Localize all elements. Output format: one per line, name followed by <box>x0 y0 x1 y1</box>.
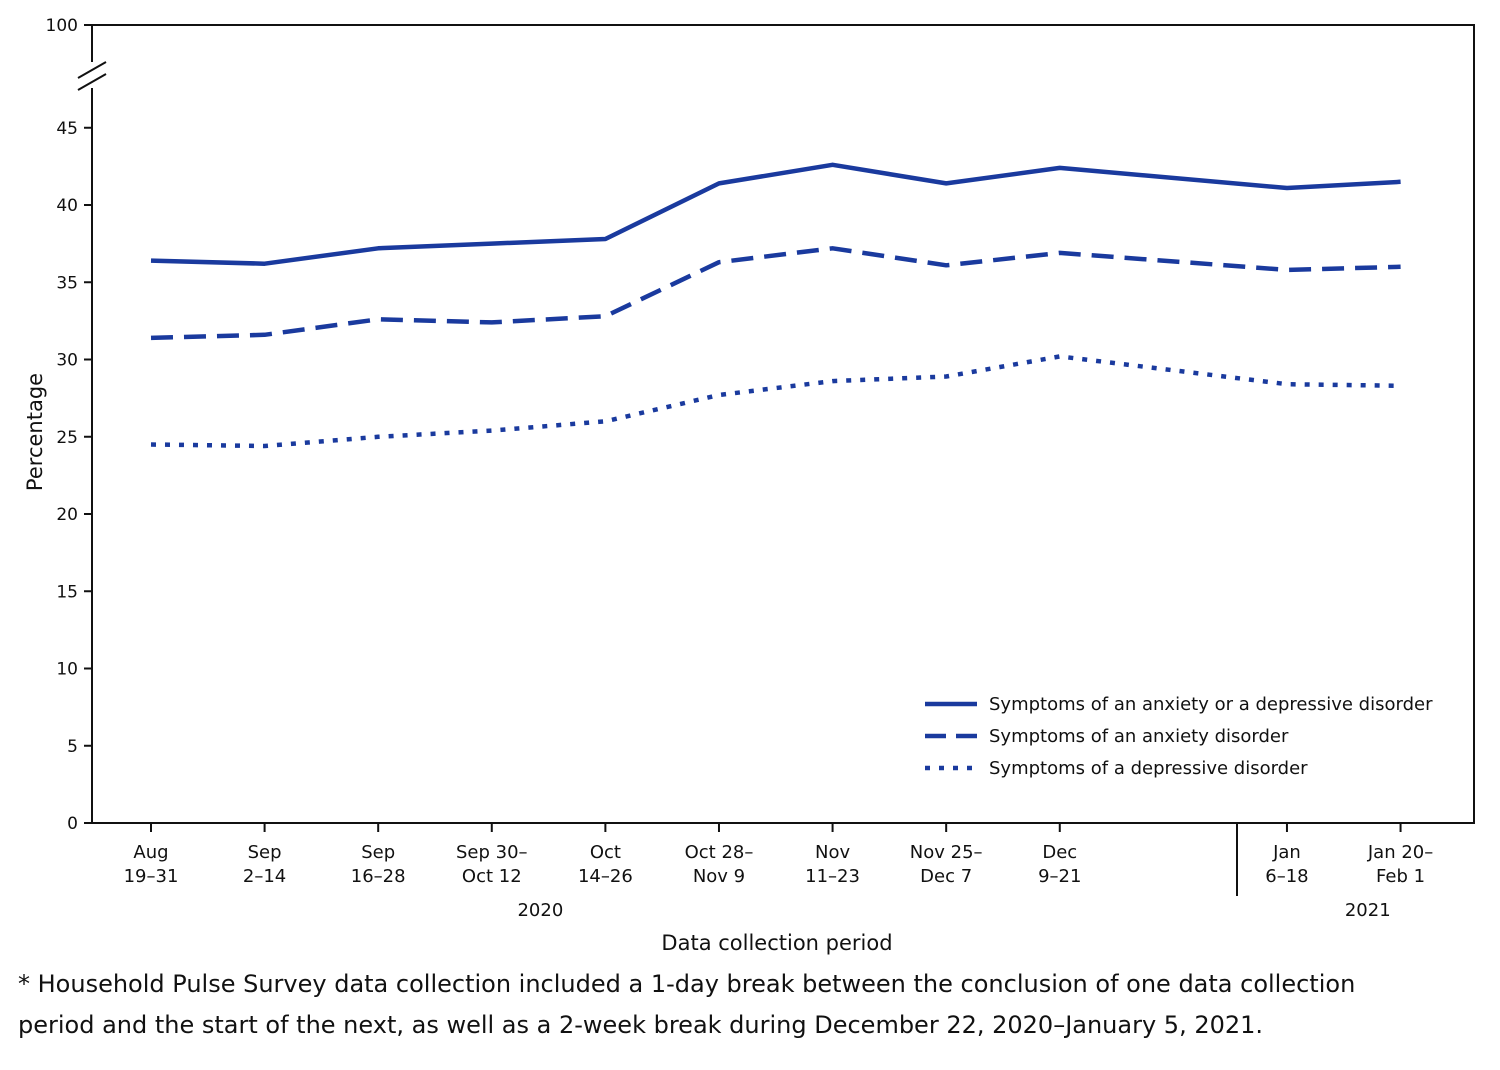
year-label: 2021 <box>1345 900 1391 921</box>
series-line-1 <box>150 162 1401 266</box>
legend: Symptoms of an anxiety or a depressive d… <box>925 694 1433 779</box>
legend-label-3: Symptoms of a depressive disorder <box>989 758 1308 779</box>
series-lines <box>150 162 1401 449</box>
legend-label-1: Symptoms of an anxiety or a depressive d… <box>989 694 1433 715</box>
x-tick-label: 6–18 <box>1265 866 1308 887</box>
y-tick-label: 35 <box>56 273 78 293</box>
legend-label-2: Symptoms of an anxiety disorder <box>989 726 1289 747</box>
y-tick-label: 40 <box>56 196 78 216</box>
x-tick-label: Oct 28– <box>685 842 754 863</box>
y-axis: 0 5 10 15 20 25 30 35 40 45 100 <box>46 16 92 834</box>
x-tick-label: Aug <box>133 842 168 863</box>
x-tick-label: Sep 30– <box>456 842 528 863</box>
y-tick-label: 45 <box>56 119 78 139</box>
y-tick-label: 15 <box>56 582 78 602</box>
x-tick-label: Oct 12 <box>462 866 522 887</box>
y-tick-label: 5 <box>67 737 78 757</box>
x-tick-label: Oct <box>590 842 621 863</box>
x-tick-label: Jan <box>1272 842 1301 863</box>
footnote-line-2: period and the start of the next, as wel… <box>18 1011 1264 1039</box>
y-tick-label: 20 <box>56 505 78 525</box>
y-tick-label: 0 <box>67 814 78 834</box>
x-axis-title: Data collection period <box>661 931 892 955</box>
x-tick-label: Nov 25– <box>910 842 983 863</box>
x-tick-label: Sep <box>248 842 282 863</box>
x-tick-label: 11–23 <box>805 866 860 887</box>
y-tick-label: 25 <box>56 428 78 448</box>
x-axis: Aug 19–31 Sep 2–14 Sep 16–28 Sep 30– Oct 12 Oct 1… <box>124 823 1433 921</box>
y-tick-label: 100 <box>46 16 78 36</box>
line-chart: 0 5 10 15 20 25 30 35 40 45 100 Aug 19–31 Sep 2–14 Sep… <box>23 16 1475 955</box>
x-tick-label: Nov 9 <box>693 866 745 887</box>
x-tick-label: Dec <box>1042 842 1077 863</box>
x-tick-label: 16–28 <box>351 866 406 887</box>
footnote-line-1: * Household Pulse Survey data collection… <box>18 970 1356 998</box>
plot-frame <box>91 24 1475 824</box>
axis-break-mark-lower <box>77 73 107 91</box>
axis-break-mark-upper <box>77 61 107 79</box>
footnote: * Household Pulse Survey data collection… <box>18 964 1478 1046</box>
y-tick-label: 30 <box>56 351 78 371</box>
series-line-2 <box>150 246 1401 341</box>
x-tick-label: 9–21 <box>1038 866 1081 887</box>
y-axis-title: Percentage <box>23 373 47 491</box>
y-tick-label: 10 <box>56 660 78 680</box>
x-tick-label: Nov <box>815 842 850 863</box>
x-tick-label: Sep <box>361 842 395 863</box>
x-tick-label: 19–31 <box>124 866 179 887</box>
x-tick-label: Dec 7 <box>920 866 972 887</box>
year-label: 2020 <box>517 900 563 921</box>
x-tick-label: 2–14 <box>243 866 286 887</box>
series-line-3 <box>150 354 1401 449</box>
x-tick-label: Jan 20– <box>1367 842 1433 863</box>
x-tick-label: 14–26 <box>578 866 633 887</box>
x-tick-label: Feb 1 <box>1376 866 1425 887</box>
